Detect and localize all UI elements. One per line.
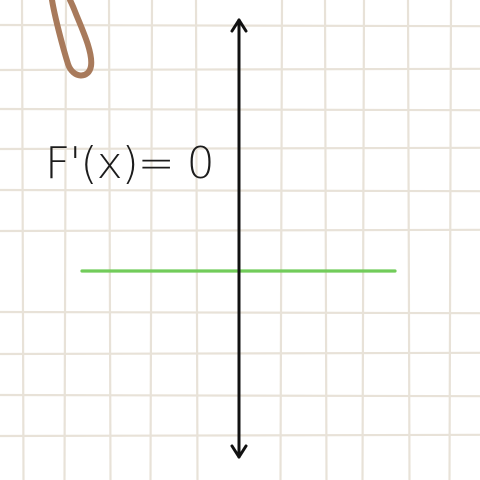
grid-line-vertical [107, 0, 112, 480]
grid-line-vertical [448, 0, 453, 480]
grid-line-vertical [406, 0, 411, 480]
grid-line-vertical [149, 0, 154, 480]
equation-label: F'(x)= 0 [45, 138, 215, 189]
grid-line-vertical [20, 0, 25, 480]
grid-line-vertical [323, 0, 328, 480]
grid-line-vertical [63, 0, 68, 480]
vertical-axis [230, 18, 248, 459]
grid-line-vertical [194, 0, 199, 480]
grid-line-vertical [361, 0, 366, 480]
axis-arrow-top [230, 18, 248, 33]
paperclip-icon [49, 0, 95, 79]
axis-arrow-bottom [230, 444, 248, 459]
grid-line-vertical [279, 0, 284, 480]
